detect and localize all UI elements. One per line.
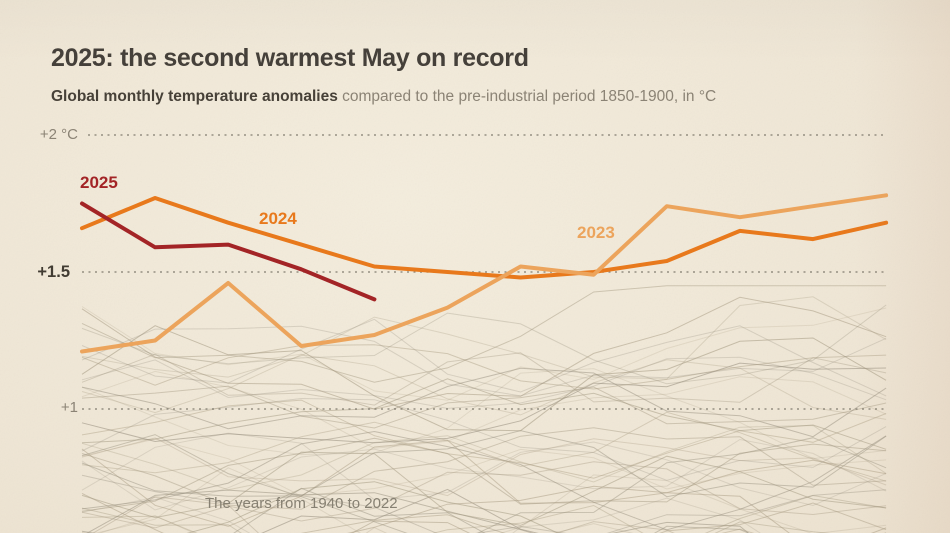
- subtitle-rest: compared to the pre-industrial period 18…: [337, 88, 717, 105]
- background-year-line: [81, 461, 887, 529]
- background-year-line: [81, 354, 887, 420]
- background-year-line: [81, 344, 887, 390]
- background-year-line: [81, 399, 887, 479]
- background-year-line: [81, 430, 887, 498]
- background-year-line: [81, 427, 887, 510]
- background-year-line: [81, 430, 887, 531]
- background-year-line: [81, 304, 887, 385]
- background-year-line: [81, 502, 887, 533]
- background-year-line: [81, 370, 887, 449]
- series-label-2025: 2025: [80, 173, 118, 192]
- background-year-line: [81, 296, 887, 380]
- background-year-line: [81, 318, 887, 397]
- gridlines-group: [82, 134, 887, 410]
- series-label-2023: 2023: [577, 223, 615, 242]
- background-year-line: [81, 437, 887, 512]
- series-label-2024: 2024: [259, 209, 297, 228]
- background-year-line: [81, 367, 887, 438]
- background-year-line: [81, 362, 887, 444]
- series-lines-group: [80, 193, 889, 354]
- background-year-line: [81, 438, 887, 511]
- background-year-line: [81, 474, 887, 533]
- background-year-line: [81, 437, 887, 497]
- background-years-group: [81, 285, 887, 533]
- background-year-line: [81, 485, 790, 533]
- background-year-line: [81, 378, 887, 450]
- series-line-2023: [80, 193, 889, 354]
- background-year-line: [81, 306, 887, 401]
- chart-title: 2025: the second warmest May on record: [51, 44, 529, 72]
- subtitle-bold: Global monthly temperature anomalies: [51, 88, 338, 105]
- background-year-line: [81, 451, 887, 526]
- y-axis-label-plus1-5: +1.5: [37, 263, 70, 281]
- background-year-line: [81, 356, 887, 409]
- years-range-note: The years from 1940 to 2022: [205, 495, 398, 512]
- background-year-line: [81, 496, 761, 533]
- background-year-line: [81, 411, 887, 482]
- background-year-line: [81, 285, 887, 383]
- background-year-line: [81, 325, 887, 432]
- background-year-line: [714, 521, 831, 533]
- background-year-line: [81, 439, 887, 527]
- background-year-line: [94, 467, 887, 533]
- y-axis-label-plus2: +2 °C: [39, 126, 78, 143]
- background-year-line: [81, 368, 887, 460]
- background-year-line: [81, 504, 644, 533]
- background-year-line: [81, 325, 887, 397]
- background-year-line: [81, 352, 887, 406]
- chart-subtitle: Global monthly temperature anomalies com…: [51, 88, 716, 106]
- background-year-line: [86, 489, 887, 533]
- series-line-2024: [80, 196, 889, 280]
- background-year-line: [81, 385, 887, 429]
- background-year-line: [81, 424, 887, 491]
- y-axis-label-plus1: +1: [60, 399, 78, 416]
- series-line-2025: [80, 201, 377, 302]
- background-year-line: [92, 496, 675, 533]
- background-year-line: [81, 296, 887, 410]
- background-year-line: [81, 494, 887, 533]
- background-year-line: [186, 481, 559, 533]
- background-year-line: [81, 397, 887, 481]
- background-year-line: [81, 438, 887, 497]
- background-year-line: [81, 434, 887, 533]
